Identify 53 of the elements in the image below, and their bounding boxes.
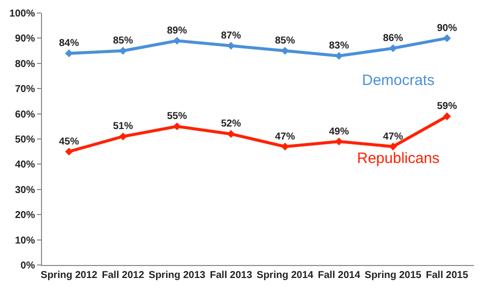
point (119, 46, 127, 55)
y-tick-label: 50% (14, 134, 36, 146)
point (173, 36, 181, 45)
data-label: 86% (382, 33, 404, 44)
point (443, 112, 451, 120)
y-tick-label: 80% (14, 58, 36, 70)
series-label: Republicans (357, 150, 440, 167)
point (65, 49, 73, 58)
data-label: 51% (112, 121, 134, 132)
x-tick-label: Fall 2013 (210, 270, 253, 281)
data-label: 90% (436, 22, 458, 34)
x-tick-label: Fall 2012 (102, 270, 145, 281)
point (227, 130, 235, 138)
x-tick-label: Fall 2014 (318, 270, 361, 281)
point (281, 46, 289, 55)
data-label: 83% (328, 40, 350, 52)
data-label: 85% (274, 36, 296, 47)
point (119, 132, 127, 140)
y-tick-label: 30% (14, 184, 36, 196)
data-label: 84% (58, 38, 80, 50)
point (65, 148, 73, 156)
data-label: 55% (166, 111, 188, 122)
data-label: 85% (112, 36, 134, 47)
y-tick-label: 0% (20, 260, 36, 272)
y-tick-label: 20% (14, 210, 36, 222)
x-tick-label: Spring 2013 (148, 270, 206, 281)
data-label: 49% (328, 126, 350, 138)
y-tick-label: 60% (14, 109, 36, 120)
x-tick-label: Spring 2012 (40, 270, 98, 281)
data-label: 89% (166, 25, 188, 36)
x-tick-label: Spring 2014 (256, 270, 314, 281)
y-tick-label: 10% (14, 235, 36, 246)
data-label: 87% (220, 30, 242, 42)
x-tick-label: Fall 2015 (426, 270, 469, 281)
point (389, 142, 397, 150)
data-label: 59% (436, 101, 458, 112)
point (443, 34, 451, 42)
point (281, 142, 289, 150)
point (227, 42, 235, 50)
y-tick-label: 100% (9, 8, 36, 20)
y-tick-label: 70% (14, 84, 36, 96)
y-tick-label: 90% (14, 34, 36, 45)
data-label: 47% (274, 131, 296, 142)
series-label: Democrats (362, 72, 435, 89)
x-tick-label: Spring 2015 (364, 270, 422, 281)
point (173, 122, 181, 130)
point (389, 44, 397, 52)
point (335, 138, 343, 146)
data-label: 47% (382, 131, 404, 142)
point (335, 52, 343, 60)
data-label: 52% (220, 118, 242, 130)
data-label: 45% (58, 136, 80, 148)
y-tick-label: 40% (14, 160, 36, 171)
